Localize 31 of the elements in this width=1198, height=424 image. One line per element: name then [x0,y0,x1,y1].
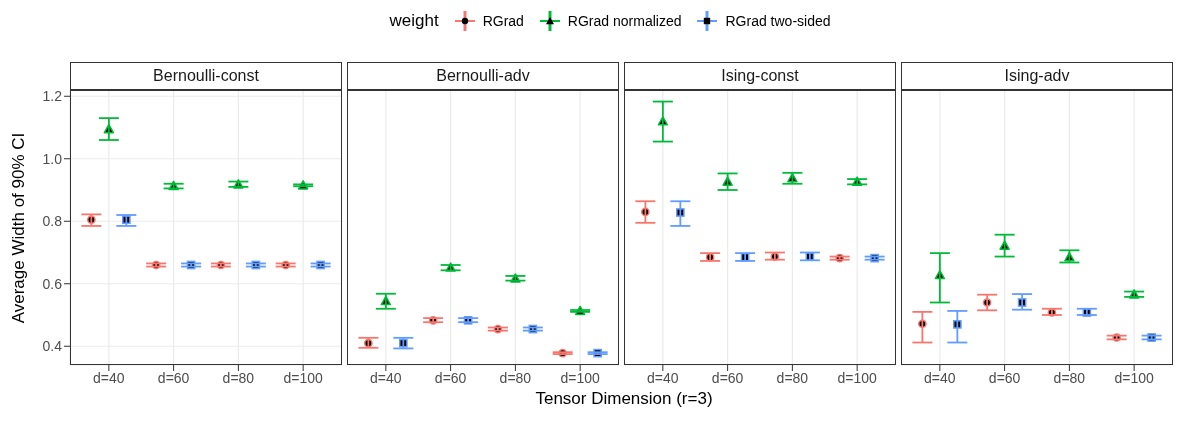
legend-label: RGrad two-sided [724,12,831,31]
legend-title: weight [389,11,439,31]
y-tick-label: 1.2 [42,88,63,105]
x-tick-label: d=60 [711,369,744,386]
x-tick-label: d=60 [988,369,1021,386]
x-tick-label: d=60 [434,369,467,386]
x-tick-label: d=100 [283,369,324,386]
x-tick-label: d=100 [560,369,601,386]
x-tick-label: d=40 [370,369,402,386]
x-axis-title: Tensor Dimension (r=3) [534,389,714,409]
chart-title: Ising-const [624,62,896,90]
y-tick-label: 0.6 [42,275,63,292]
x-tick-label: d=80 [222,369,255,386]
legend-label: RGrad [481,12,524,31]
chart-title: Ising-adv [901,62,1173,90]
x-tick-label: d=60 [157,369,190,386]
chart-title: Bernoulli-const [70,62,342,90]
legend-label: RGrad normalized [566,12,682,31]
x-tick-label: d=100 [1114,369,1155,386]
y-tick-label: 0.4 [42,338,63,355]
x-tick-label: d=40 [924,369,956,386]
x-tick-label: d=80 [1053,369,1086,386]
y-axis-title: Average Width of 90% CI [9,132,29,323]
chart-title: Bernoulli-adv [347,62,619,90]
x-tick-label: d=100 [837,369,878,386]
x-tick-label: d=80 [776,369,809,386]
x-tick-label: d=40 [647,369,679,386]
x-tick-label: d=40 [93,369,125,386]
x-tick-label: d=80 [499,369,532,386]
y-tick-label: 1.0 [42,150,63,167]
y-tick-label: 0.8 [42,213,63,230]
